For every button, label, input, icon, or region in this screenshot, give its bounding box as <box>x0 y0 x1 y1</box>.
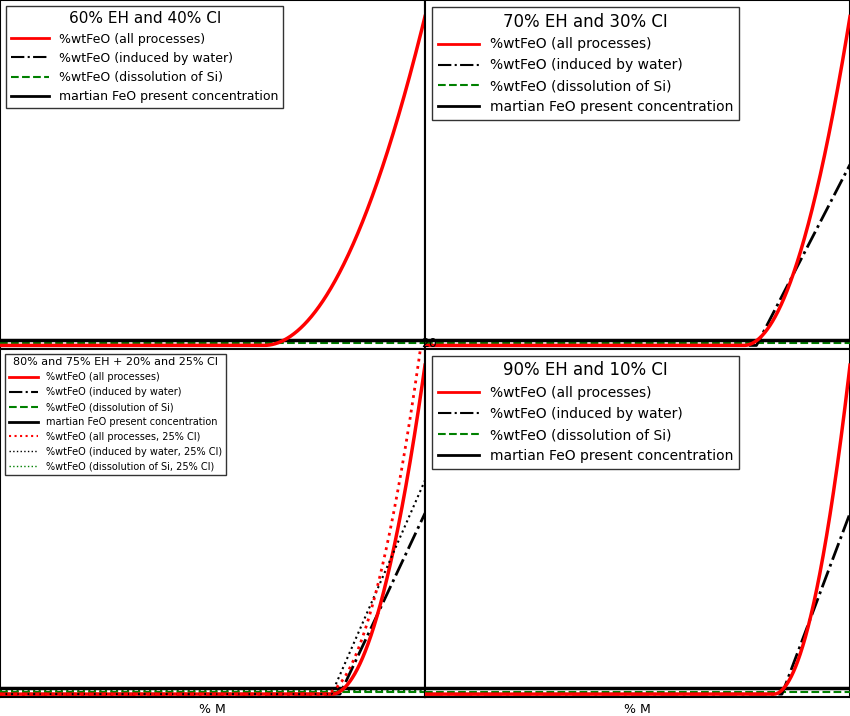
Legend: %wtFeO (all processes), %wtFeO (induced by water), %wtFeO (dissolution of Si), m: %wtFeO (all processes), %wtFeO (induced … <box>5 354 226 475</box>
Text: 20: 20 <box>422 337 437 350</box>
X-axis label: % M: % M <box>199 703 226 716</box>
Legend: %wtFeO (all processes), %wtFeO (induced by water), %wtFeO (dissolution of Si), m: %wtFeO (all processes), %wtFeO (induced … <box>432 356 740 468</box>
Legend: %wtFeO (all processes), %wtFeO (induced by water), %wtFeO (dissolution of Si), m: %wtFeO (all processes), %wtFeO (induced … <box>6 6 283 108</box>
Legend: %wtFeO (all processes), %wtFeO (induced by water), %wtFeO (dissolution of Si), m: %wtFeO (all processes), %wtFeO (induced … <box>432 7 740 120</box>
X-axis label: % M: % M <box>624 703 651 716</box>
